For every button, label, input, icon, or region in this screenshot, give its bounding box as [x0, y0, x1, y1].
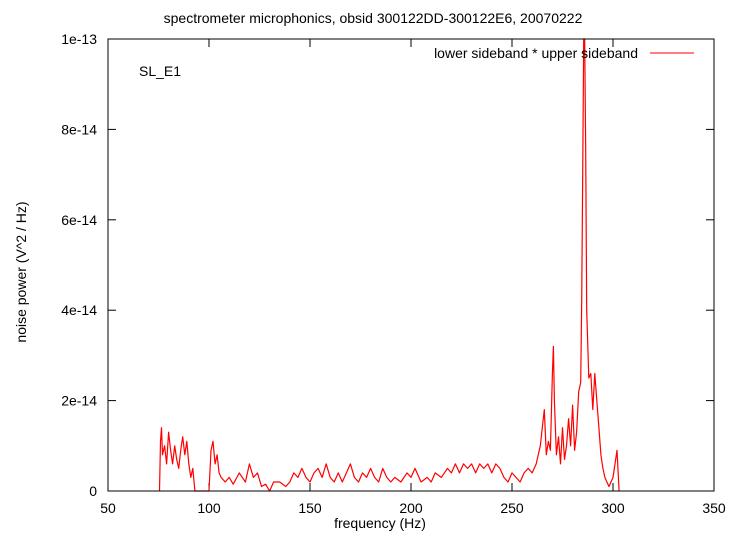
plot-annotation: SL_E1 — [139, 63, 181, 79]
y-tick-label: 2e-14 — [61, 393, 97, 409]
x-tick-label: 250 — [500, 500, 524, 516]
x-tick-label: 100 — [197, 500, 221, 516]
legend-label: lower sideband * upper sideband — [434, 45, 638, 61]
x-tick-label: 350 — [702, 500, 726, 516]
x-tick-label: 150 — [298, 500, 322, 516]
y-axis-ticks: 0 2e-14 4e-14 6e-14 8e-14 1e-13 — [61, 31, 714, 499]
x-tick-label: 200 — [399, 500, 423, 516]
y-tick-label: 1e-13 — [61, 31, 97, 47]
plot-frame — [107, 38, 715, 492]
y-tick-label: 0 — [89, 483, 97, 499]
x-axis-label: frequency (Hz) — [334, 515, 426, 531]
x-tick-label: 50 — [100, 500, 116, 516]
x-tick-label: 300 — [601, 500, 625, 516]
y-tick-label: 8e-14 — [61, 121, 97, 137]
y-tick-label: 6e-14 — [61, 212, 97, 228]
y-axis-label: noise power (V^2 / Hz) — [13, 201, 29, 342]
series-line — [158, 38, 620, 492]
y-tick-label: 4e-14 — [61, 302, 97, 318]
chart-title: spectrometer microphonics, obsid 300122D… — [164, 10, 583, 26]
legend: lower sideband * upper sideband — [434, 45, 694, 61]
x-axis-ticks: 50 100 150 200 250 300 350 — [100, 39, 726, 516]
